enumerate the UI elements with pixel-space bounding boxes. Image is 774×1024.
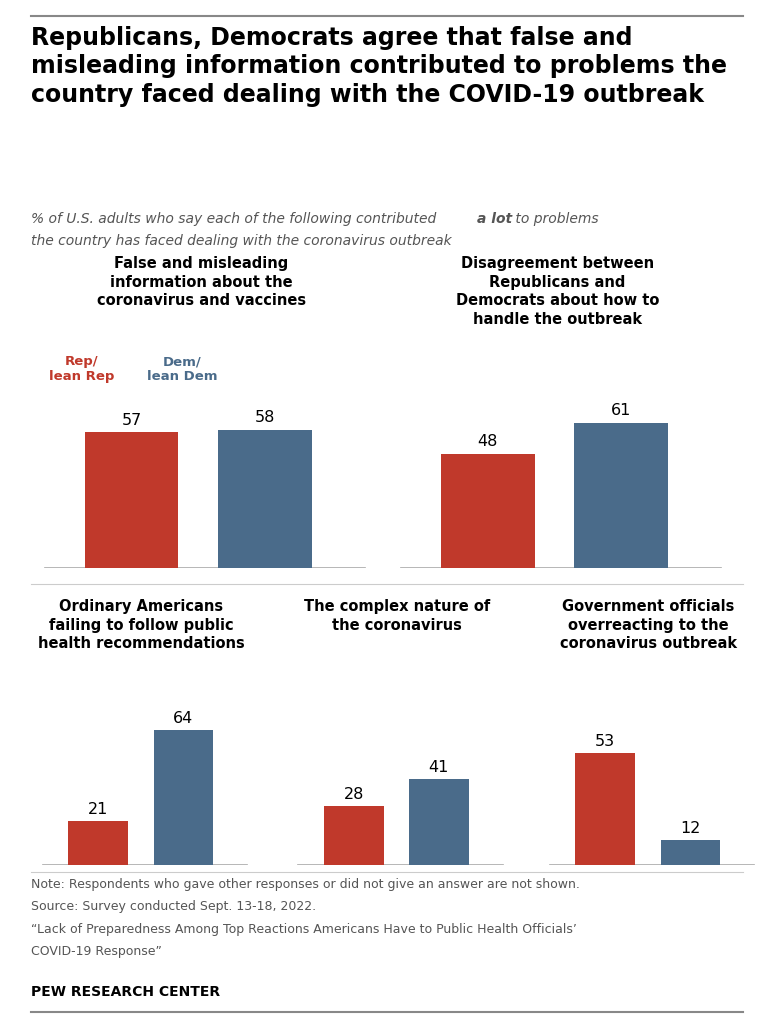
Text: to problems: to problems <box>511 212 598 226</box>
Bar <box>574 423 668 568</box>
Text: The complex nature of
the coronavirus: The complex nature of the coronavirus <box>303 599 490 633</box>
Bar <box>153 730 214 865</box>
Bar <box>218 430 312 568</box>
Text: Dem/
lean Dem: Dem/ lean Dem <box>146 355 217 383</box>
Text: 21: 21 <box>88 802 108 817</box>
Text: COVID-19 Response”: COVID-19 Response” <box>31 945 162 958</box>
Text: 41: 41 <box>429 760 449 775</box>
Text: the country has faced dealing with the coronavirus outbreak: the country has faced dealing with the c… <box>31 234 451 249</box>
Text: 48: 48 <box>478 434 498 450</box>
Text: “Lack of Preparedness Among Top Reactions Americans Have to Public Health Offici: “Lack of Preparedness Among Top Reaction… <box>31 923 577 936</box>
Text: 12: 12 <box>680 821 700 836</box>
Text: Government officials
overreacting to the
coronavirus outbreak: Government officials overreacting to the… <box>560 599 737 651</box>
Text: a lot: a lot <box>477 212 512 226</box>
Text: Republicans, Democrats agree that false and
misleading information contributed t: Republicans, Democrats agree that false … <box>31 26 727 108</box>
Bar <box>85 432 179 568</box>
Text: Rep/
lean Rep: Rep/ lean Rep <box>49 355 114 383</box>
Bar <box>68 821 128 865</box>
Text: Disagreement between
Republicans and
Democrats about how to
handle the outbreak: Disagreement between Republicans and Dem… <box>456 256 659 327</box>
Bar <box>409 778 469 865</box>
Text: PEW RESEARCH CENTER: PEW RESEARCH CENTER <box>31 985 220 999</box>
Bar <box>660 840 720 865</box>
Bar <box>575 753 635 865</box>
Bar <box>324 806 384 865</box>
Text: 57: 57 <box>122 413 142 428</box>
Text: 64: 64 <box>173 711 194 726</box>
Text: 53: 53 <box>595 734 615 750</box>
Text: Source: Survey conducted Sept. 13-18, 2022.: Source: Survey conducted Sept. 13-18, 20… <box>31 900 316 913</box>
Text: 58: 58 <box>255 411 276 425</box>
Bar <box>441 454 535 568</box>
Text: False and misleading
information about the
coronavirus and vaccines: False and misleading information about t… <box>97 256 306 308</box>
Text: % of U.S. adults who say each of the following contributed: % of U.S. adults who say each of the fol… <box>31 212 440 226</box>
Text: 28: 28 <box>344 787 364 802</box>
Text: Ordinary Americans
failing to follow public
health recommendations: Ordinary Americans failing to follow pub… <box>38 599 245 651</box>
Text: Note: Respondents who gave other responses or did not give an answer are not sho: Note: Respondents who gave other respons… <box>31 878 580 891</box>
Text: 61: 61 <box>611 403 632 418</box>
